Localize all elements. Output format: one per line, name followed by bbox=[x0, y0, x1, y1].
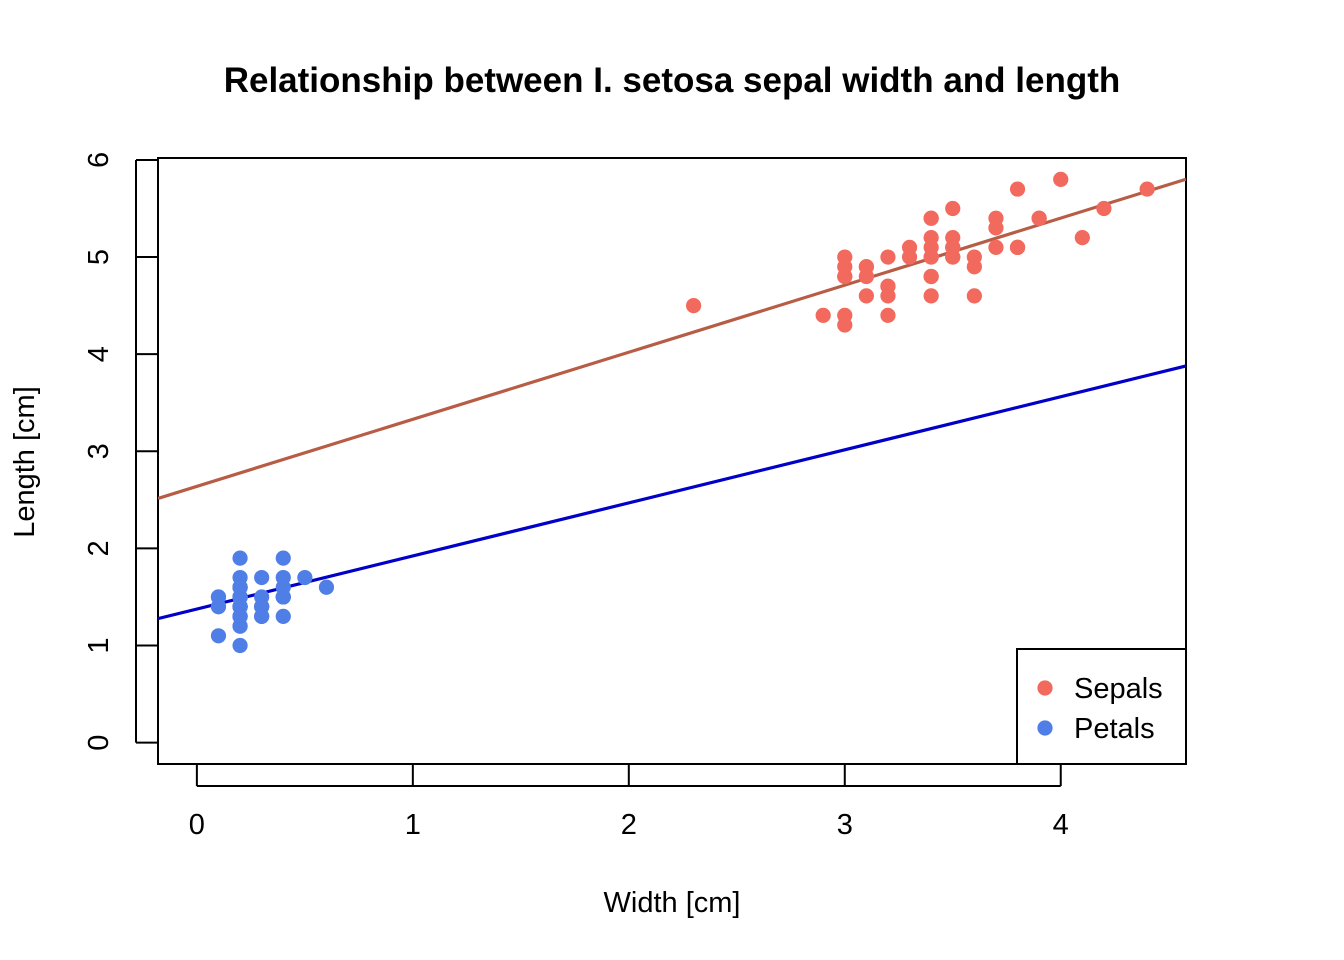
data-point bbox=[837, 268, 853, 285]
data-point bbox=[837, 307, 853, 323]
y-tick-label: 6 bbox=[83, 152, 115, 168]
chart-title: Relationship between I. setosa sepal wid… bbox=[224, 61, 1121, 100]
data-point bbox=[1009, 239, 1026, 255]
data-point bbox=[1096, 200, 1112, 217]
legend-marker-petals bbox=[1037, 720, 1053, 736]
plot-frame bbox=[157, 157, 1187, 765]
data-point bbox=[1031, 210, 1047, 226]
legend-label-petals: Petals bbox=[1074, 713, 1155, 745]
data-point bbox=[1139, 181, 1155, 197]
y-tick-label: 4 bbox=[83, 346, 115, 362]
legend-marker-sepals bbox=[1037, 680, 1053, 696]
data-point bbox=[858, 288, 874, 304]
data-point bbox=[988, 239, 1004, 255]
data-point bbox=[275, 608, 291, 624]
x-axis-label: Width [cm] bbox=[604, 887, 741, 919]
legend: Sepals Petals bbox=[1016, 648, 1187, 765]
data-point bbox=[923, 210, 939, 226]
data-point bbox=[945, 230, 961, 246]
data-point bbox=[210, 628, 227, 644]
data-point bbox=[923, 288, 939, 304]
data-point bbox=[297, 569, 313, 586]
data-point bbox=[685, 298, 702, 314]
trend-lines bbox=[158, 177, 1186, 621]
legend-label-sepals: Sepals bbox=[1074, 673, 1163, 705]
data-point bbox=[1009, 181, 1026, 197]
data-point bbox=[254, 569, 270, 586]
legend-box bbox=[1016, 648, 1187, 765]
data-point bbox=[880, 307, 896, 323]
data-point bbox=[275, 550, 291, 566]
data-point bbox=[988, 220, 1004, 236]
data-point bbox=[945, 249, 961, 265]
x-tick-label: 2 bbox=[621, 809, 637, 841]
x-tick-label: 0 bbox=[189, 809, 205, 841]
data-point bbox=[275, 589, 291, 605]
data-point bbox=[880, 249, 896, 265]
data-point bbox=[232, 637, 248, 654]
x-tick-label: 4 bbox=[1053, 809, 1069, 841]
data-point bbox=[232, 550, 248, 566]
data-point bbox=[815, 307, 831, 323]
data-point bbox=[318, 579, 335, 595]
data-point bbox=[966, 259, 982, 275]
y-tick-label: 1 bbox=[83, 637, 115, 653]
y-tick-label: 3 bbox=[83, 443, 115, 459]
data-point bbox=[923, 239, 939, 255]
data-point bbox=[210, 599, 227, 615]
data-point bbox=[945, 200, 961, 217]
data-point bbox=[1053, 171, 1069, 187]
data-point bbox=[923, 268, 939, 285]
y-tick-label: 0 bbox=[83, 735, 115, 751]
data-point bbox=[966, 288, 982, 304]
y-axis-label: Length [cm] bbox=[9, 386, 41, 538]
series-sepals bbox=[685, 171, 1155, 333]
trend-line-sepals bbox=[158, 177, 1186, 500]
trend-line-petals bbox=[158, 364, 1186, 621]
data-point bbox=[232, 599, 248, 615]
series-petals bbox=[210, 550, 335, 654]
data-point bbox=[1074, 230, 1090, 246]
y-tick-label: 2 bbox=[83, 540, 115, 556]
data-point bbox=[837, 249, 853, 265]
data-point bbox=[901, 249, 918, 265]
y-tick-label: 5 bbox=[83, 249, 115, 265]
data-point bbox=[880, 288, 896, 304]
x-tick-label: 3 bbox=[837, 809, 853, 841]
plot-area: 0 1 2 3 4 0 1 2 3 4 5 6 bbox=[83, 152, 1187, 841]
data-point bbox=[858, 259, 874, 275]
data-point bbox=[254, 599, 270, 615]
x-tick-label: 1 bbox=[405, 809, 421, 841]
